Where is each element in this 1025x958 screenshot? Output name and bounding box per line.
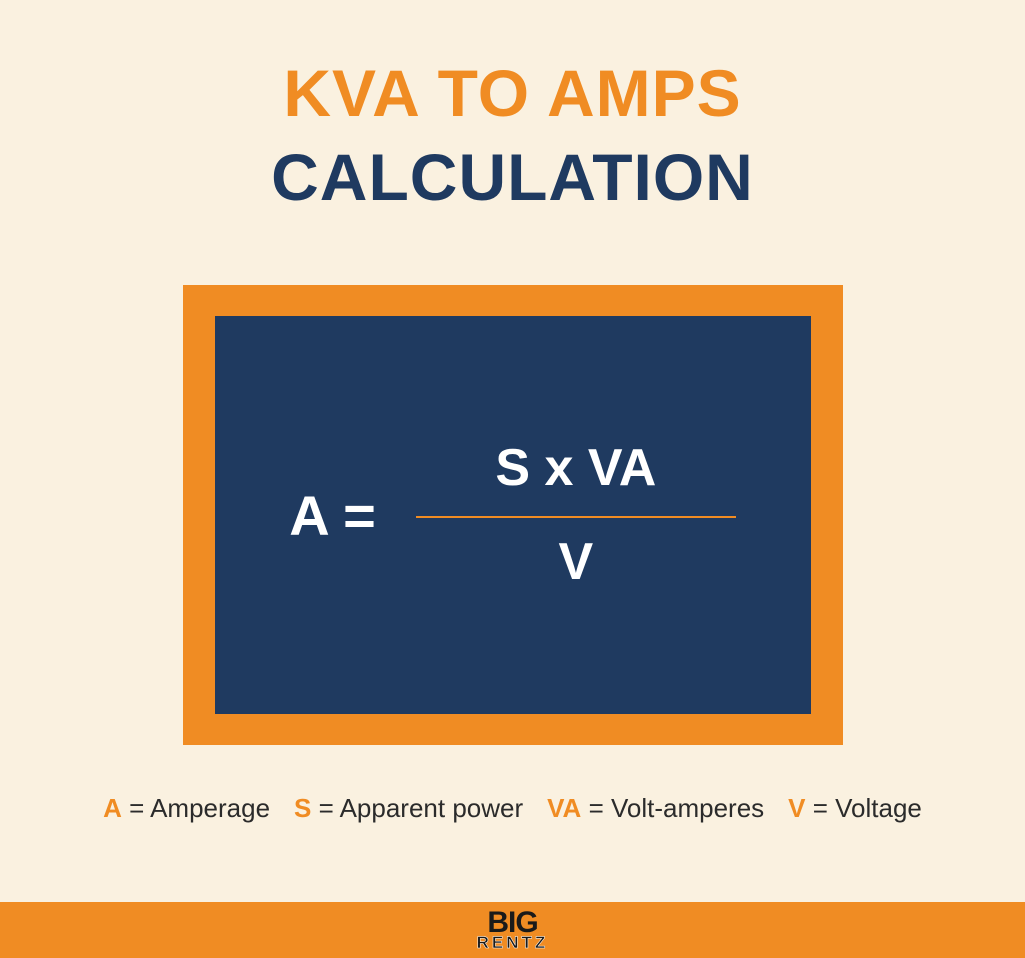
fraction: S x VA V bbox=[416, 438, 736, 592]
legend: A = AmperageS = Apparent powerVA = Volt-… bbox=[0, 793, 1025, 824]
legend-definition: = Amperage bbox=[122, 793, 270, 823]
title-line-1: KVA TO AMPS bbox=[0, 55, 1025, 131]
title-line-2: CALCULATION bbox=[0, 139, 1025, 215]
legend-symbol: VA bbox=[547, 793, 581, 823]
logo-bottom-text: RENTZ bbox=[477, 936, 549, 950]
legend-item: VA = Volt-amperes bbox=[547, 793, 764, 824]
legend-item: V = Voltage bbox=[788, 793, 922, 824]
logo-top-text: BIG bbox=[477, 910, 549, 936]
legend-symbol: A bbox=[103, 793, 122, 823]
formula-box-inner: A = S x VA V bbox=[215, 316, 811, 714]
formula: A = S x VA V bbox=[289, 438, 736, 592]
title-block: KVA TO AMPS CALCULATION bbox=[0, 0, 1025, 215]
footer-bar: BIG RENTZ bbox=[0, 902, 1025, 958]
numerator: S x VA bbox=[465, 438, 686, 516]
formula-left-side: A = bbox=[289, 483, 376, 548]
denominator: V bbox=[558, 518, 593, 592]
legend-item: A = Amperage bbox=[103, 793, 270, 824]
legend-definition: = Voltage bbox=[806, 793, 922, 823]
formula-box-outer: A = S x VA V bbox=[183, 285, 843, 745]
legend-definition: = Apparent power bbox=[311, 793, 523, 823]
legend-definition: = Volt-amperes bbox=[581, 793, 764, 823]
legend-symbol: S bbox=[294, 793, 311, 823]
brand-logo: BIG RENTZ bbox=[477, 910, 549, 950]
legend-item: S = Apparent power bbox=[294, 793, 523, 824]
legend-symbol: V bbox=[788, 793, 805, 823]
